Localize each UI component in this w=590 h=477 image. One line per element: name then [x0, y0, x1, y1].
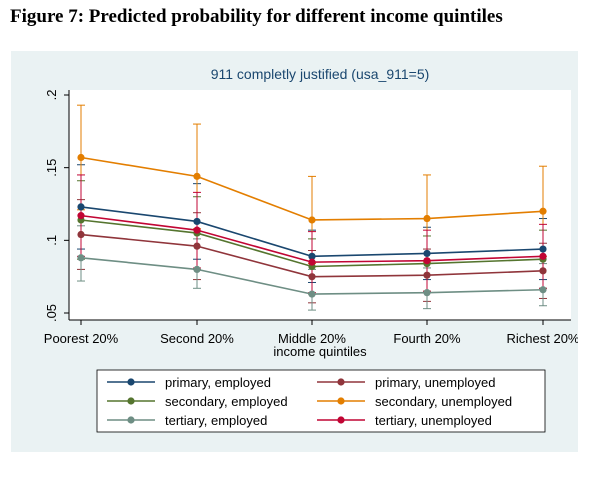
data-point [423, 289, 431, 297]
y-tick-label: .2 [44, 90, 59, 101]
data-point [193, 217, 201, 226]
data-point [308, 258, 316, 266]
legend: primary, employed primary, unemployed seco… [96, 369, 546, 433]
data-point [193, 226, 201, 234]
data-point [539, 252, 547, 260]
data-point [423, 271, 431, 279]
data-point [539, 245, 547, 253]
y-tick-label: .1 [44, 235, 59, 246]
chart-panel: 911 completly justified (usa_911=5) inco… [11, 51, 578, 452]
x-tick-label: Middle 20% [278, 331, 346, 346]
legend-label: tertiary, employed [165, 413, 267, 428]
y-tick-label: .15 [44, 159, 59, 177]
axes: .05 .1 .15 .2 Poorest 20% Second 20% Middle 20… [44, 90, 578, 346]
legend-marker [127, 397, 135, 405]
data-point [539, 207, 547, 215]
data-point [193, 172, 201, 180]
x-axis-title: income quintiles [273, 344, 367, 359]
legend-marker [127, 378, 135, 386]
data-point [308, 252, 316, 260]
legend-marker [337, 416, 345, 424]
y-tick-label: .05 [44, 304, 59, 322]
x-tick-label: Second 20% [160, 331, 234, 346]
legend-label: secondary, employed [165, 394, 288, 409]
chart: 911 completly justified (usa_911=5) inco… [44, 66, 578, 433]
data-point [77, 203, 85, 211]
series-group [77, 153, 547, 298]
x-tick-label: Poorest 20% [44, 331, 119, 346]
legend-marker [337, 378, 345, 386]
data-point [308, 290, 316, 298]
legend-label: tertiary, unemployed [375, 413, 492, 428]
x-tick-label: Fourth 20% [393, 331, 461, 346]
legend-label: primary, unemployed [375, 375, 495, 390]
legend-marker [337, 397, 345, 405]
data-point [308, 273, 316, 281]
legend-label: primary, employed [165, 375, 271, 390]
data-point [77, 254, 85, 262]
data-point [423, 214, 431, 223]
data-point [539, 286, 547, 294]
data-point [193, 265, 201, 273]
chart-title: 911 completly justified (usa_911=5) [211, 66, 430, 82]
data-point [423, 249, 431, 258]
legend-marker [127, 416, 135, 424]
figure-title: Figure 7: Predicted probability for diff… [10, 6, 503, 27]
data-point [77, 212, 85, 220]
data-point [539, 267, 547, 275]
plot-area [69, 90, 571, 320]
x-tick-label: Richest 20% [507, 331, 578, 346]
data-point [308, 216, 316, 224]
data-point [423, 257, 431, 265]
data-point [77, 230, 85, 239]
legend-label: secondary, unemployed [375, 394, 512, 409]
data-point [193, 242, 201, 250]
data-point [77, 153, 85, 162]
